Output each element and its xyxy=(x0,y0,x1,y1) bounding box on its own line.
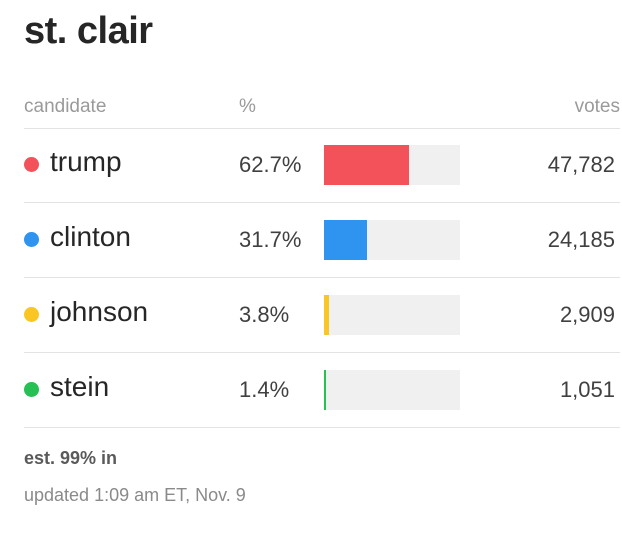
last-updated: updated 1:09 am ET, Nov. 9 xyxy=(24,485,246,505)
candidate-name: stein xyxy=(50,371,110,402)
candidate-row-clinton: clinton 31.7% 24,185 xyxy=(24,203,620,278)
percent-bar-track xyxy=(324,370,460,410)
candidate-row-johnson: johnson 3.8% 2,909 xyxy=(24,278,620,353)
percent-bar-fill xyxy=(324,220,367,260)
candidate-name: trump xyxy=(50,146,122,177)
percent-bar-fill xyxy=(324,145,409,185)
percent-bar-fill xyxy=(324,370,326,410)
candidate-row-trump: trump 62.7% 47,782 xyxy=(24,128,620,203)
results-header: candidate % votes xyxy=(24,96,620,129)
percent-column-header: % xyxy=(239,96,256,117)
candidate-votes: 2,909 xyxy=(559,302,615,327)
candidate-votes: 1,051 xyxy=(559,377,615,402)
party-color-dot xyxy=(24,382,39,397)
candidate-percent: 62.7% xyxy=(239,152,302,177)
candidate-name: clinton xyxy=(50,221,131,252)
party-color-dot xyxy=(24,307,39,322)
results-table: trump 62.7% 47,782 clinton 31.7% 24,185 … xyxy=(24,128,620,428)
precincts-reporting: est. 99% in xyxy=(24,448,118,468)
candidate-votes: 47,782 xyxy=(547,152,615,177)
percent-bar-track xyxy=(324,295,460,335)
candidate-percent: 3.8% xyxy=(239,302,290,327)
candidate-name: johnson xyxy=(50,296,149,327)
candidate-row-stein: stein 1.4% 1,051 xyxy=(24,353,620,428)
percent-bar-track xyxy=(324,145,460,185)
candidate-votes: 24,185 xyxy=(547,227,615,252)
percent-bar-fill xyxy=(324,295,329,335)
county-title: st. clair xyxy=(24,10,153,52)
candidate-percent: 31.7% xyxy=(239,227,302,252)
candidate-percent: 1.4% xyxy=(239,377,290,402)
party-color-dot xyxy=(24,232,39,247)
votes-column-header: votes xyxy=(574,96,620,117)
party-color-dot xyxy=(24,157,39,172)
percent-bar-track xyxy=(324,220,460,260)
candidate-column-header: candidate xyxy=(24,96,107,117)
